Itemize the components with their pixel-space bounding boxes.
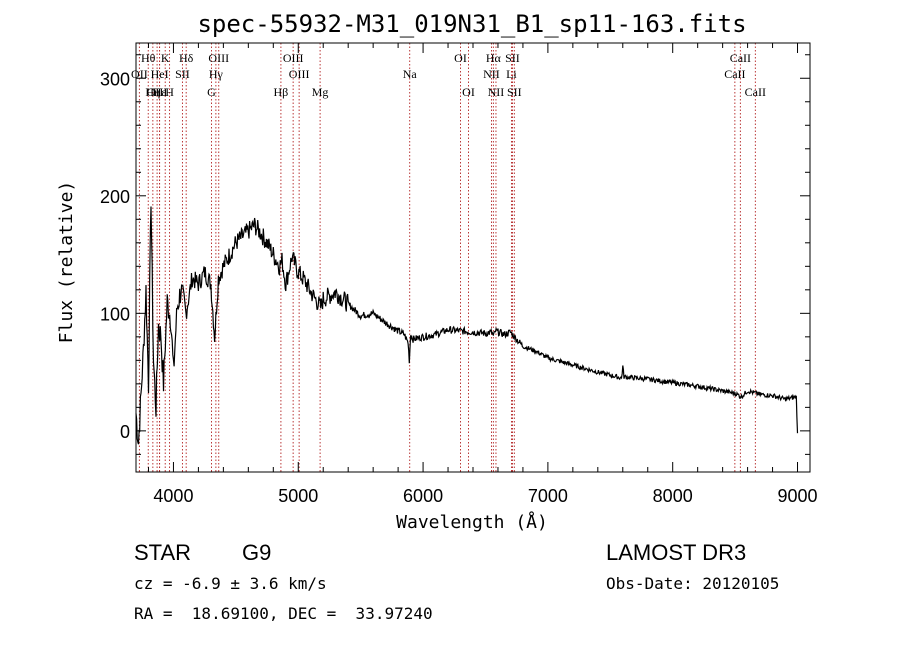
line-label: Hε: [153, 85, 167, 99]
plot-frame: [135, 42, 811, 473]
y-tick-label: 300: [100, 69, 130, 89]
y-axis-ticks: 0 100 200 300: [100, 54, 810, 455]
line-label: SII: [175, 67, 190, 81]
line-label: G: [207, 85, 216, 99]
line-label: H: [165, 85, 174, 99]
line-label: Li: [506, 67, 517, 81]
line-label: Hη: [145, 85, 160, 99]
ra-dec-coordinates: RA = 18.69100, DEC = 33.97240: [134, 604, 433, 623]
x-axis-label: Wavelength (Å): [396, 511, 548, 533]
x-tick-label: 8000: [653, 486, 693, 506]
chart-title: spec-55932-M31_019N31_B1_sp11-163.fits: [197, 10, 746, 38]
y-axis-label: Flux (relative): [56, 181, 77, 344]
x-tick-label: 4000: [153, 486, 193, 506]
y-tick-label: 200: [100, 187, 130, 207]
x-tick-label: 5000: [278, 486, 318, 506]
y-tick-label: 0: [120, 422, 130, 442]
line-label: K: [161, 51, 170, 65]
y-tick-label: 100: [100, 304, 130, 324]
line-label: OI: [454, 51, 467, 65]
line-label: OII: [131, 67, 148, 81]
line-label: NII: [483, 67, 500, 81]
x-tick-label: 6000: [403, 486, 443, 506]
line-label: Hβ: [274, 85, 289, 99]
line-label: Hγ: [209, 67, 224, 81]
redshift-cz: cz = -6.9 ± 3.6 km/s: [134, 574, 327, 593]
line-label: Na: [403, 67, 418, 81]
x-tick-label: 7000: [528, 486, 568, 506]
line-label: HeI: [151, 67, 169, 81]
x-axis-ticks: 4000 5000 6000 7000 8000 9000: [147, 43, 818, 506]
survey-name: LAMOST DR3: [606, 540, 747, 565]
line-label: Hδ: [179, 51, 194, 65]
x-tick-label: 9000: [777, 486, 817, 506]
line-label: SII: [507, 85, 522, 99]
emission-line-markers: [138, 43, 756, 472]
line-label: CaII: [745, 85, 766, 99]
line-label: OIII: [283, 51, 304, 65]
line-label: CaII: [724, 67, 745, 81]
line-label: NII: [488, 85, 505, 99]
line-label: Hα: [486, 51, 502, 65]
object-subclass: G9: [242, 540, 272, 565]
line-label: OIII: [208, 51, 229, 65]
line-label: Hθ: [141, 51, 156, 65]
line-label: OIII: [289, 67, 310, 81]
object-class: STAR: [134, 540, 192, 565]
line-label: OIII: [147, 85, 168, 99]
line-label: CaII: [730, 51, 751, 65]
line-label: OI: [462, 85, 475, 99]
observation-date: Obs-Date: 20120105: [606, 574, 780, 593]
line-label: Mg: [312, 85, 329, 99]
spectrum-series-line: [135, 206, 799, 445]
line-label: SII: [505, 51, 520, 65]
